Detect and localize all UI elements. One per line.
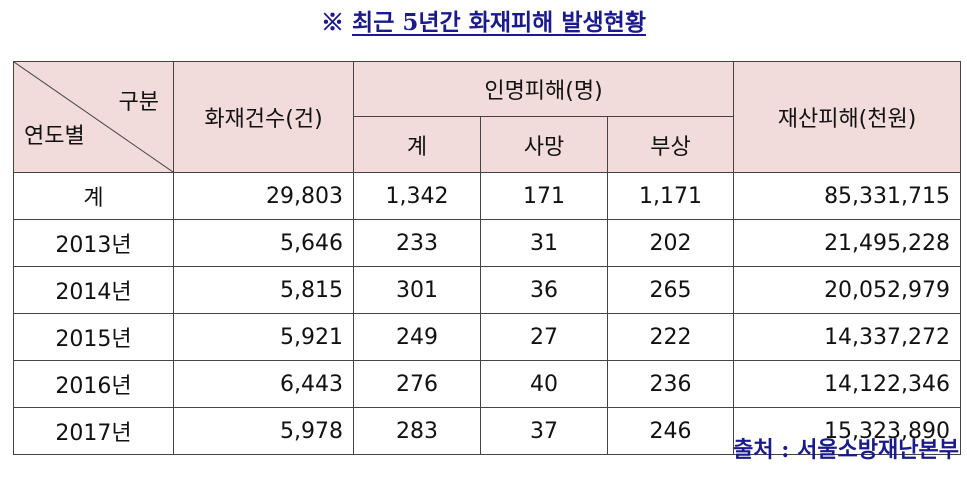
cell-property: 21,495,228 (733, 219, 962, 267)
header-casualty-total: 계 (353, 116, 481, 173)
cell-casualty-total: 276 (353, 360, 481, 408)
cell-deaths: 37 (480, 407, 608, 455)
cell-fires: 29,803 (173, 172, 354, 220)
cell-injuries: 1,171 (606, 172, 735, 220)
table-row: 2015년 5,921 249 27 222 14,337,272 (13, 313, 962, 361)
cell-fires: 5,815 (173, 266, 354, 314)
title-text: 최근 5년간 화재피해 발생현황 (352, 9, 646, 36)
table-title: ※ 최근 5년간 화재피해 발생현황 (0, 6, 967, 40)
table-row: 2013년 5,646 233 31 202 21,495,228 (13, 219, 962, 267)
cell-fires: 5,978 (173, 407, 354, 455)
header-casualty-deaths: 사망 (480, 116, 608, 173)
cell-injuries: 222 (606, 313, 735, 361)
corner-top-label: 구분 (118, 90, 159, 115)
source-note: 출처 : 서울소방재난본부 (733, 437, 959, 463)
cell-casualty-total: 233 (353, 219, 481, 267)
corner-header-cell: 구분 연도별 (13, 61, 174, 173)
corner-bottom-label: 연도별 (24, 124, 85, 149)
table-row: 2017년 5,978 283 37 246 15,323,890 (13, 407, 962, 455)
cell-casualty-total: 283 (353, 407, 481, 455)
cell-property: 14,122,346 (733, 360, 962, 408)
header-row-1: 구분 연도별 화재건수(건) 인명피해(명) 재산피해(천원) (13, 61, 962, 173)
table-row: 계 29,803 1,342 171 1,171 85,331,715 (13, 172, 962, 220)
cell-injuries: 265 (606, 266, 735, 314)
cell-property: 15,323,890 (733, 407, 962, 455)
cell-property: 85,331,715 (733, 172, 962, 220)
table-row: 2016년 6,443 276 40 236 14,122,346 (13, 360, 962, 408)
cell-deaths: 27 (480, 313, 608, 361)
cell-deaths: 171 (480, 172, 608, 220)
cell-fires: 5,646 (173, 219, 354, 267)
header-casualty-injuries: 부상 (606, 116, 735, 173)
cell-injuries: 236 (606, 360, 735, 408)
cell-deaths: 36 (480, 266, 608, 314)
cell-deaths: 31 (480, 219, 608, 267)
cell-fires: 5,921 (173, 313, 354, 361)
cell-year: 2016년 (13, 360, 174, 408)
header-fires: 화재건수(건) (173, 61, 354, 173)
table-row: 2014년 5,815 301 36 265 20,052,979 (13, 266, 962, 314)
cell-casualty-total: 249 (353, 313, 481, 361)
cell-fires: 6,443 (173, 360, 354, 408)
fire-damage-table: 구분 연도별 화재건수(건) 인명피해(명) 재산피해(천원) 계 사망 부상 … (13, 61, 962, 455)
cell-year: 2014년 (13, 266, 174, 314)
cell-year: 2013년 (13, 219, 174, 267)
cell-property: 14,337,272 (733, 313, 962, 361)
cell-casualty-total: 1,342 (353, 172, 481, 220)
cell-injuries: 202 (606, 219, 735, 267)
cell-year: 2017년 (13, 407, 174, 455)
cell-casualty-total: 301 (353, 266, 481, 314)
header-row-2: 계 사망 부상 (14, 116, 961, 173)
reference-mark: ※ (321, 9, 345, 36)
cell-injuries: 246 (606, 407, 735, 455)
header-casualties: 인명피해(명) (352, 61, 735, 117)
cell-year: 2015년 (13, 313, 174, 361)
diagonal-divider (14, 62, 173, 172)
header-property: 재산피해(천원) (733, 61, 962, 173)
cell-property: 20,052,979 (733, 266, 962, 314)
cell-year: 계 (13, 172, 174, 220)
cell-deaths: 40 (480, 360, 608, 408)
